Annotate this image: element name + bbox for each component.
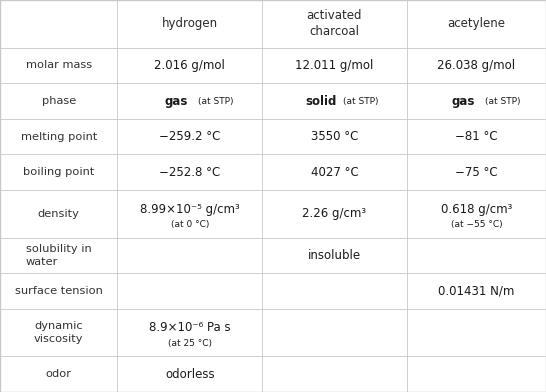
Text: gas: gas xyxy=(164,94,188,107)
Text: solid: solid xyxy=(305,94,336,107)
Text: −259.2 °C: −259.2 °C xyxy=(159,130,221,143)
Text: (at −55 °C): (at −55 °C) xyxy=(450,220,502,229)
Text: density: density xyxy=(38,209,80,219)
Text: 26.038 g/mol: 26.038 g/mol xyxy=(437,59,515,72)
Text: (at 25 °C): (at 25 °C) xyxy=(168,339,212,348)
Text: 12.011 g/mol: 12.011 g/mol xyxy=(295,59,373,72)
Text: −75 °C: −75 °C xyxy=(455,166,498,179)
Text: 8.99×10⁻⁵ g/cm³: 8.99×10⁻⁵ g/cm³ xyxy=(140,203,240,216)
Text: melting point: melting point xyxy=(21,132,97,142)
Text: activated
charcoal: activated charcoal xyxy=(307,9,362,38)
Text: −252.8 °C: −252.8 °C xyxy=(159,166,221,179)
Text: acetylene: acetylene xyxy=(447,17,506,30)
Text: boiling point: boiling point xyxy=(23,167,94,177)
Text: 8.9×10⁻⁶ Pa s: 8.9×10⁻⁶ Pa s xyxy=(149,321,230,334)
Text: (at STP): (at STP) xyxy=(198,96,234,105)
Text: 3550 °C: 3550 °C xyxy=(311,130,358,143)
Text: (at STP): (at STP) xyxy=(343,96,378,105)
Text: 2.016 g/mol: 2.016 g/mol xyxy=(155,59,225,72)
Text: solubility in
water: solubility in water xyxy=(26,244,92,267)
Text: 0.618 g/cm³: 0.618 g/cm³ xyxy=(441,203,512,216)
Text: 4027 °C: 4027 °C xyxy=(311,166,358,179)
Text: (at STP): (at STP) xyxy=(485,96,520,105)
Text: surface tension: surface tension xyxy=(15,286,103,296)
Text: −81 °C: −81 °C xyxy=(455,130,498,143)
Text: gas: gas xyxy=(451,94,474,107)
Text: hydrogen: hydrogen xyxy=(162,17,218,30)
Text: (at 0 °C): (at 0 °C) xyxy=(170,220,209,229)
Text: 0.01431 N/m: 0.01431 N/m xyxy=(438,285,514,298)
Text: odorless: odorless xyxy=(165,368,215,381)
Text: insoluble: insoluble xyxy=(308,249,361,262)
Text: molar mass: molar mass xyxy=(26,60,92,71)
Text: 2.26 g/cm³: 2.26 g/cm³ xyxy=(302,207,366,220)
Text: dynamic
viscosity: dynamic viscosity xyxy=(34,321,84,344)
Text: odor: odor xyxy=(46,369,72,379)
Text: phase: phase xyxy=(41,96,76,106)
